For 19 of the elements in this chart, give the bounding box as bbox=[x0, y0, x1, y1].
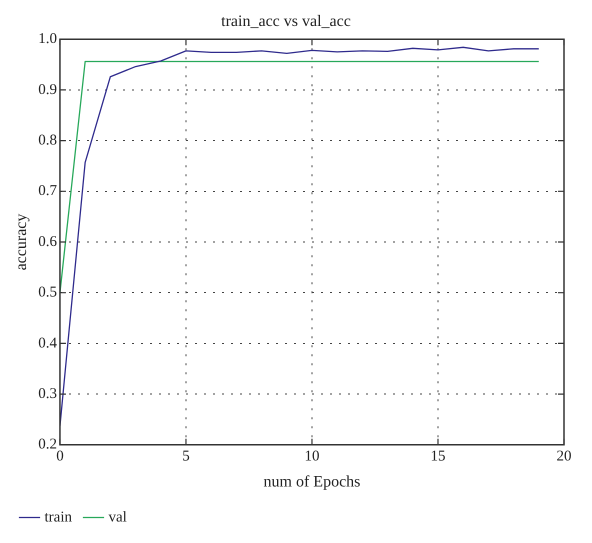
x-tick-label: 5 bbox=[182, 448, 190, 465]
x-tick-label: 20 bbox=[556, 448, 572, 465]
chart-title: train_acc vs val_acc bbox=[221, 12, 351, 30]
y-axis-title: accuracy bbox=[12, 214, 30, 270]
y-tick-label: 0.5 bbox=[38, 284, 57, 301]
y-tick-label: 0.7 bbox=[38, 183, 58, 200]
x-tick-label: 10 bbox=[304, 448, 320, 465]
y-tick-label: 0.2 bbox=[38, 436, 57, 453]
x-tick-label: 15 bbox=[430, 448, 446, 465]
legend-label: train bbox=[44, 509, 72, 526]
x-axis-title: num of Epochs bbox=[264, 474, 360, 491]
y-tick-label: 0.8 bbox=[38, 132, 57, 149]
y-tick-label: 0.3 bbox=[38, 386, 57, 402]
x-tick-label: 0 bbox=[56, 448, 64, 465]
y-tick-label: 1.0 bbox=[38, 31, 57, 48]
y-tick-label: 0.4 bbox=[38, 335, 58, 352]
y-tick-label: 0.6 bbox=[38, 234, 58, 250]
y-tick-label: 0.9 bbox=[38, 82, 57, 98]
legend-label: val bbox=[108, 509, 127, 526]
